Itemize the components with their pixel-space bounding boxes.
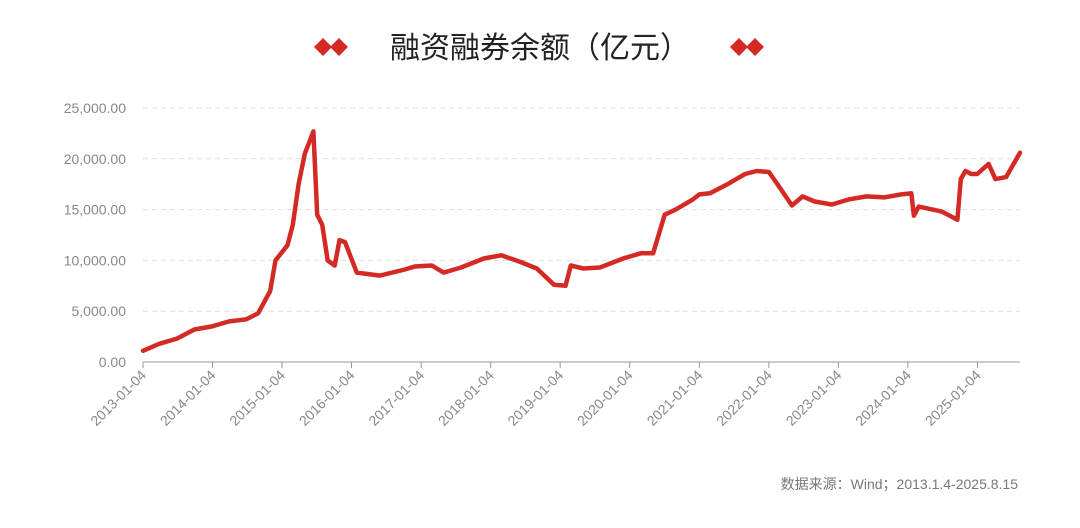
y-tick-label: 5,000.00 [72, 303, 127, 319]
x-tick-label: 2016-01-04 [296, 367, 358, 429]
y-tick-label: 25,000.00 [64, 100, 126, 116]
x-tick-label: 2020-01-04 [574, 367, 636, 429]
data-line [140, 129, 1023, 354]
x-tick-label: 2022-01-04 [713, 367, 775, 429]
source-note: 数据来源：Wind；2013.1.4-2025.8.15 [781, 476, 1019, 493]
x-tick-label: 2014-01-04 [157, 367, 219, 429]
y-tick-label: 15,000.00 [64, 202, 126, 218]
x-tick-label: 2019-01-04 [504, 367, 566, 429]
y-tick-label: 10,000.00 [64, 252, 126, 268]
x-tick-label: 2015-01-04 [226, 367, 288, 429]
x-tick-label: 2021-01-04 [644, 367, 706, 429]
chart-title: 融资融券余额（亿元） [390, 32, 690, 65]
x-tick-label: 2023-01-04 [783, 367, 845, 429]
x-tick-label: 2017-01-04 [365, 367, 427, 429]
x-tick-label: 2024-01-04 [852, 367, 914, 429]
y-tick-label: 0.00 [99, 354, 126, 370]
x-tick-label: 2025-01-04 [922, 367, 984, 429]
x-tick-label: 2018-01-04 [435, 367, 497, 429]
y-tick-label: 20,000.00 [64, 151, 126, 167]
title-decoration [314, 38, 764, 56]
x-tick-label: 2013-01-04 [87, 367, 149, 429]
